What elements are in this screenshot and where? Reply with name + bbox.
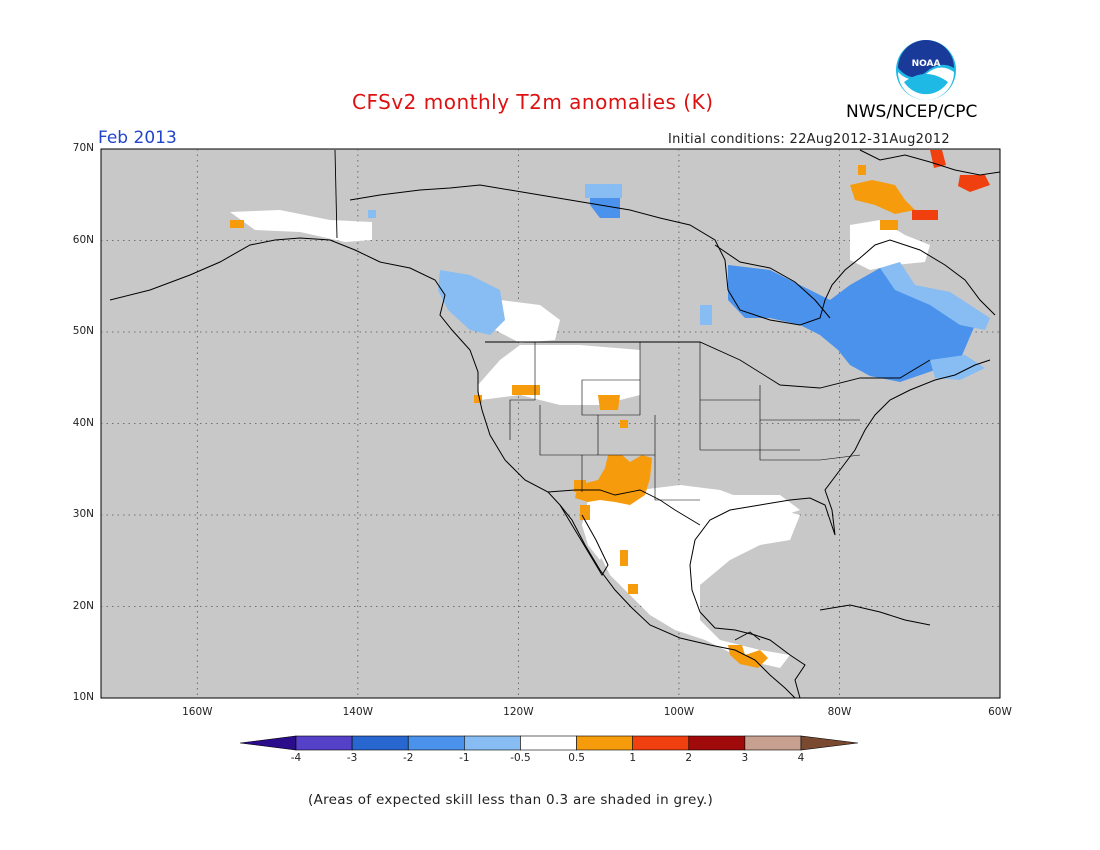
white-bc xyxy=(495,300,560,343)
baja xyxy=(559,504,609,576)
orange-wyoming xyxy=(598,395,620,410)
coastlines xyxy=(109,149,1001,699)
orange-baffin xyxy=(850,180,915,214)
orange-labrador xyxy=(880,220,898,230)
target-month-label: Feb 2013 xyxy=(98,128,177,148)
lat-label-50N: 50N xyxy=(72,325,94,337)
colorbar-label: 0.5 xyxy=(568,752,585,764)
lightblue-hudson-west xyxy=(700,305,712,325)
gulf-coast xyxy=(689,359,991,699)
lightblue-maritimes xyxy=(930,355,985,380)
colorbar-label: 2 xyxy=(685,752,693,764)
orange-oregon xyxy=(474,395,482,403)
white-mexico xyxy=(585,485,800,668)
hudson-bay xyxy=(714,244,831,319)
colorbar-label: -2 xyxy=(402,752,414,764)
lightblue-quebec xyxy=(880,262,990,330)
colorbar-label: -4 xyxy=(290,752,302,764)
lat-label-60N: 60N xyxy=(72,233,94,246)
state-borders xyxy=(509,342,861,501)
alaska-coast xyxy=(109,237,796,699)
skill-footnote: (Areas of expected skill less than 0.3 a… xyxy=(308,792,714,808)
lightblue-baffin xyxy=(585,184,622,198)
lon-label-100W: 100W xyxy=(663,706,695,718)
lat-label-10N: 10N xyxy=(72,691,94,703)
lon-label-140W: 140W xyxy=(342,706,374,718)
orange-idaho xyxy=(512,385,540,395)
orange-mexico2 xyxy=(628,584,638,594)
colorbar-label: 1 xyxy=(629,752,636,764)
lat-label-70N: 70N xyxy=(72,142,94,154)
lat-label-40N: 40N xyxy=(72,416,94,429)
initial-conditions-label: Initial conditions: 22Aug2012-31Aug2012 xyxy=(668,132,950,147)
orange-baffin2 xyxy=(858,165,866,175)
orange-arizona xyxy=(574,480,586,492)
colorbar-label: 4 xyxy=(797,752,805,764)
orange-colorado xyxy=(620,420,628,428)
colorbar-label: -3 xyxy=(346,752,358,764)
orange-mexico1 xyxy=(620,550,628,566)
country-borders xyxy=(334,149,931,641)
agency-label: NWS/NCEP/CPC xyxy=(846,102,978,122)
guatemala-border xyxy=(734,631,761,641)
us-canada-border xyxy=(334,149,931,389)
us-mexico-border xyxy=(547,489,701,526)
lightblue-dot xyxy=(368,210,376,218)
lon-label-120W: 120W xyxy=(503,706,534,718)
lat-label-20N: 20N xyxy=(72,599,94,612)
lightblue-bc xyxy=(438,270,505,335)
lat-label-30N: 30N xyxy=(72,508,94,520)
lon-label-80W: 80W xyxy=(827,706,852,718)
colorbar-label: -1 xyxy=(459,752,470,764)
red-greenland xyxy=(958,175,990,192)
colorbar-label: -0.5 xyxy=(510,752,531,764)
svg-text:NOAA: NOAA xyxy=(912,59,941,69)
noaa-logo: NOAA xyxy=(896,40,956,100)
lon-label-160W: 160W xyxy=(182,706,213,718)
white-baja xyxy=(582,512,610,560)
orange-southwest xyxy=(575,455,652,505)
orange-sonora xyxy=(580,505,590,520)
orange-alaska xyxy=(230,220,244,228)
lon-label-60W: 60W xyxy=(988,706,1012,718)
greenland xyxy=(859,149,1001,176)
chart-title: CFSv2 monthly T2m anomalies (K) xyxy=(352,90,714,114)
arctic-coast xyxy=(349,184,996,326)
red-baffin xyxy=(912,210,938,220)
white-labrador xyxy=(850,220,930,270)
colorbar-label: 3 xyxy=(741,752,749,764)
caribbean-cuba xyxy=(819,604,931,626)
